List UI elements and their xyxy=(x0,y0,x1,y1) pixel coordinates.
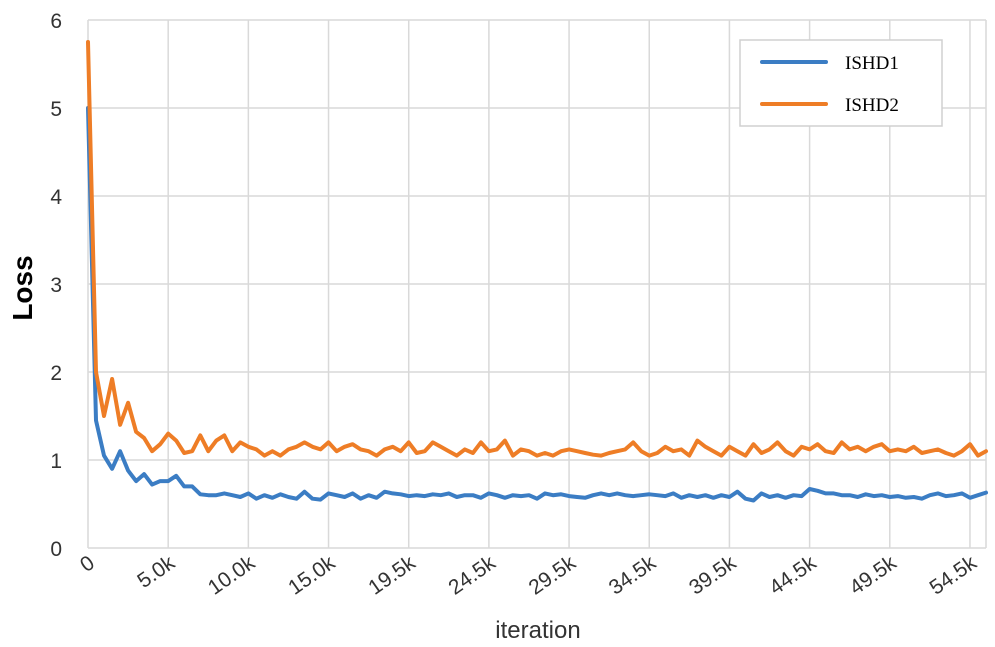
series-lines xyxy=(86,40,988,503)
x-tick-label: 39.5k xyxy=(685,551,741,600)
x-tick-label: 44.5k xyxy=(765,551,821,600)
y-tick-label: 6 xyxy=(50,10,62,33)
legend-label-ishd1: ISHD1 xyxy=(845,53,899,74)
legend-label-ishd2: ISHD2 xyxy=(845,95,899,116)
legend-box xyxy=(739,39,943,127)
x-tick-label: 54.5k xyxy=(926,551,982,600)
grid xyxy=(87,19,987,549)
x-tick-label: 5.0k xyxy=(133,551,179,593)
y-tick-labels: 0 1 2 3 4 5 6 xyxy=(50,10,62,561)
x-tick-label: 10.0k xyxy=(204,551,260,600)
y-tick-label: 1 xyxy=(50,450,62,473)
y-axis-title: Loss xyxy=(7,255,38,320)
x-tick-label: 15.0k xyxy=(284,551,340,600)
x-tick-label: 34.5k xyxy=(605,551,661,600)
y-tick-label: 2 xyxy=(50,362,62,385)
x-tick-label: 49.5k xyxy=(845,551,901,600)
series-line-ishd1 xyxy=(86,106,988,503)
x-axis-title: iteration xyxy=(495,617,580,644)
x-tick-label: 19.5k xyxy=(364,551,420,600)
x-tick-label: 29.5k xyxy=(525,551,581,600)
y-tick-label: 0 xyxy=(50,538,62,561)
legend: ISHD1 ISHD2 xyxy=(739,39,943,127)
x-tick-labels: 0 5.0k 10.0k 15.0k 19.5k 24.5k 29.5k 34.5k 39.5k… xyxy=(76,551,981,600)
x-tick-label: 24.5k xyxy=(444,551,500,600)
series-line-ishd2 xyxy=(86,40,988,458)
y-tick-label: 5 xyxy=(50,98,62,121)
x-tick-label: 0 xyxy=(76,551,99,577)
y-tick-label: 4 xyxy=(50,186,62,209)
y-tick-label: 3 xyxy=(50,274,62,297)
